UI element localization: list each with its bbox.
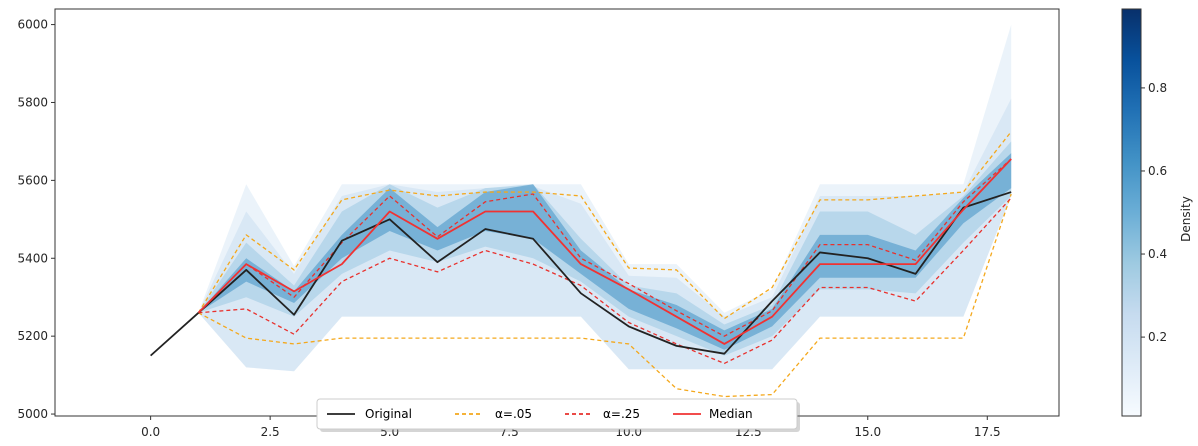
- y-tick-label: 5200: [17, 329, 48, 343]
- colorbar: [1121, 8, 1142, 417]
- alpha05-lower-line: [198, 193, 1012, 398]
- colorbar-tick-label: 0.6: [1148, 164, 1167, 178]
- y-tick-label: 5800: [17, 95, 48, 109]
- colorbar-ticks: 0.2 0.4 0.6 0.8: [1141, 81, 1167, 344]
- y-tick-label: 5400: [17, 251, 48, 265]
- colorbar-label: Density: [1179, 196, 1193, 242]
- colorbar-tick-label: 0.4: [1148, 247, 1167, 261]
- y-tick-label: 5000: [17, 407, 48, 421]
- density-band-1: [198, 98, 1012, 372]
- legend-label-2: α=.25: [603, 407, 640, 421]
- alpha25-upper-line: [197, 158, 1012, 337]
- legend: Original α=.05 α=.25 Median: [316, 398, 800, 432]
- legend-label-3: Median: [709, 407, 753, 421]
- median-line: [197, 158, 1012, 345]
- series-lines: [150, 131, 1012, 398]
- alpha05-upper-line: [197, 131, 1012, 320]
- x-tick-label: 17.5: [974, 425, 1001, 439]
- x-tick-label: 2.5: [261, 425, 280, 439]
- colorbar-tick-label: 0.8: [1148, 81, 1167, 95]
- original-line: [150, 191, 1012, 357]
- legend-label-1: α=.05: [495, 407, 532, 421]
- density-band-2: [198, 141, 1012, 356]
- colorbar-tick-label: 0.2: [1148, 330, 1167, 344]
- alpha25-lower-line: [198, 197, 1012, 365]
- density-bands: [198, 24, 1012, 372]
- x-tick-label: 15.0: [854, 425, 881, 439]
- legend-label-0: Original: [365, 407, 412, 421]
- x-tick-label: 0.0: [141, 425, 160, 439]
- y-tick-label: 6000: [17, 18, 48, 32]
- y-axis: 5000 5200 5400 5600 5800 6000: [17, 18, 55, 421]
- density-band-3: [198, 153, 1012, 350]
- y-tick-label: 5600: [17, 173, 48, 187]
